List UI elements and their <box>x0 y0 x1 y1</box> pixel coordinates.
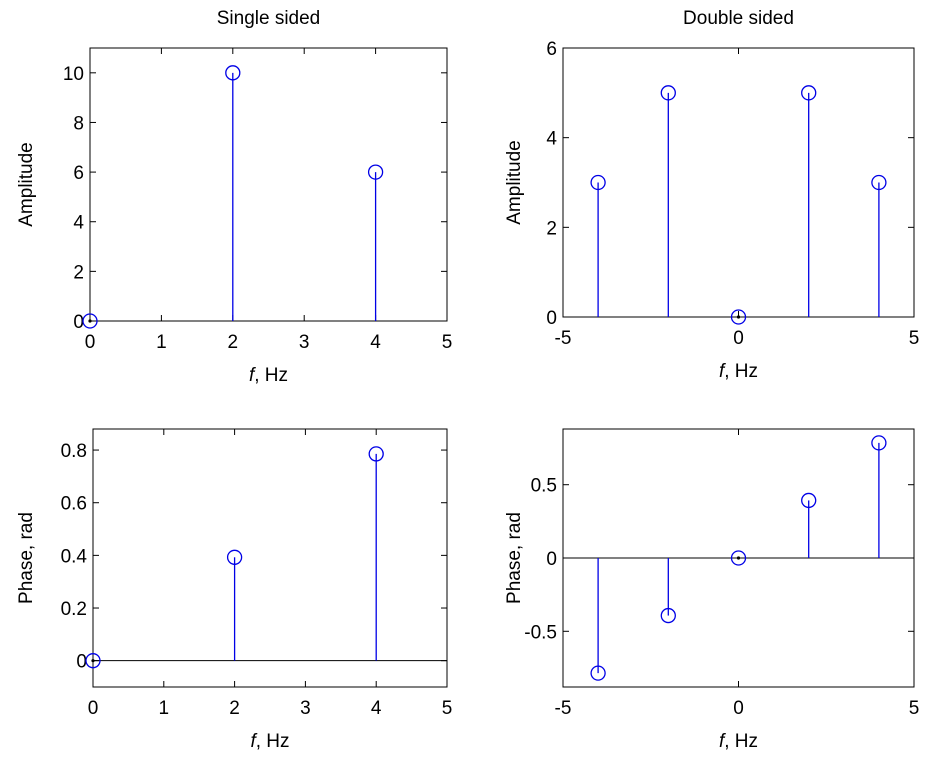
x-axis-label-unit: , Hz <box>724 731 758 752</box>
x-axis-label: f, Hz <box>719 361 758 382</box>
x-tick-label: 0 <box>88 698 99 719</box>
chart-title: Double sided <box>683 8 794 29</box>
y-tick-label: 2 <box>73 262 84 283</box>
stem-marker-dot <box>736 556 741 560</box>
y-tick-label: 0 <box>546 549 557 570</box>
stem-marker <box>85 653 101 669</box>
stem-marker <box>730 550 747 566</box>
x-tick-label: 4 <box>370 332 381 353</box>
subplot-single-sided-amplitude: 0 2 4 6 8 10 0 1 2 3 4 5 Single sided f, Hz Amplitude <box>16 8 452 386</box>
y-tick-label: 0 <box>546 308 557 329</box>
x-axis-label-unit: , Hz <box>724 361 758 382</box>
y-axis-label: Phase, rad <box>504 512 525 604</box>
subplot-double-sided-phase: -0.5 0 0.5 -5 0 5 f, Hz Phase, rad <box>504 428 920 752</box>
x-tick-label: -5 <box>555 698 572 719</box>
subplot-single-sided-phase: 0 0.2 0.4 0.6 0.8 0 1 2 3 4 5 f, Hz Phase, rad <box>16 428 453 752</box>
y-tick-label: 8 <box>73 113 84 134</box>
y-tick-label: -0.5 <box>524 622 557 643</box>
x-axis-label-symbol: f <box>249 365 256 386</box>
x-tick-label: 0 <box>85 332 96 353</box>
x-tick-label: -5 <box>555 328 572 349</box>
x-tick-label: 1 <box>156 332 167 353</box>
y-tick-label: 10 <box>63 64 84 85</box>
stem-marker <box>730 309 747 325</box>
x-tick-label: 5 <box>909 698 920 719</box>
stem-marker <box>801 492 817 509</box>
y-axis-label: Amplitude <box>16 142 37 227</box>
stem-marker <box>367 164 384 180</box>
stem-marker-dot <box>91 659 95 663</box>
x-tick-label: 0 <box>733 698 744 719</box>
y-tick-label: 0.8 <box>61 441 87 462</box>
x-tick-label: 5 <box>909 328 920 349</box>
y-tick-label: 0.5 <box>531 476 557 497</box>
x-tick-label: 1 <box>159 698 170 719</box>
axes-frame <box>92 428 448 688</box>
x-tick-label: 5 <box>442 332 453 353</box>
x-axis-label: f, Hz <box>249 365 288 386</box>
y-tick-label: 4 <box>546 129 557 150</box>
y-tick-label: 6 <box>73 163 84 184</box>
chart-title: Single sided <box>217 8 321 29</box>
stem-marker <box>590 665 606 681</box>
y-tick-label: 4 <box>73 213 84 234</box>
stem-marker <box>871 435 887 451</box>
y-axis-label: Amplitude <box>504 140 525 225</box>
x-tick-label: 0 <box>733 328 744 349</box>
stem-marker <box>801 85 817 101</box>
x-tick-label: 3 <box>299 332 310 353</box>
x-axis-label-unit: , Hz <box>254 365 288 386</box>
y-tick-label: 2 <box>546 218 557 239</box>
stem-marker-dot <box>736 315 741 319</box>
x-tick-label: 3 <box>300 698 311 719</box>
y-tick-label: 0 <box>73 312 84 333</box>
x-tick-label: 4 <box>371 698 382 719</box>
y-tick-label: 0.4 <box>61 546 88 567</box>
stem-marker <box>871 174 887 191</box>
y-axis-label: Phase, rad <box>16 512 37 604</box>
stem-marker <box>225 65 241 81</box>
stem-marker <box>660 607 676 624</box>
x-axis-label-symbol: f <box>250 731 257 752</box>
x-axis-label-symbol: f <box>719 731 726 752</box>
y-tick-label: 6 <box>546 39 557 60</box>
x-axis-label: f, Hz <box>250 731 289 752</box>
x-tick-label: 2 <box>228 332 239 353</box>
x-axis-label: f, Hz <box>719 731 758 752</box>
y-tick-label: 0.2 <box>61 599 87 620</box>
x-tick-label: 2 <box>229 698 240 719</box>
stem-marker <box>590 174 606 191</box>
stem-marker <box>82 313 98 329</box>
x-axis-label-unit: , Hz <box>256 731 290 752</box>
x-axis-label-symbol: f <box>719 361 726 382</box>
x-tick-label: 5 <box>442 698 453 719</box>
stem-marker-dot <box>88 319 92 323</box>
y-tick-label: 0 <box>76 652 87 673</box>
stem-marker <box>368 446 384 462</box>
y-tick-label: 0.6 <box>61 494 87 515</box>
stem-marker <box>660 85 676 101</box>
stem-marker <box>226 549 243 565</box>
